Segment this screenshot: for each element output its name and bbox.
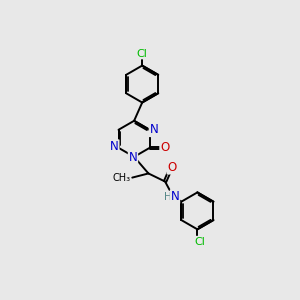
Text: H: H	[164, 191, 172, 202]
Text: Cl: Cl	[194, 237, 205, 247]
Text: N: N	[129, 152, 137, 164]
Text: N: N	[149, 123, 158, 136]
Text: CH₃: CH₃	[112, 172, 130, 183]
Text: N: N	[110, 140, 119, 153]
Text: N: N	[171, 190, 179, 203]
Text: O: O	[160, 141, 170, 154]
Text: O: O	[167, 161, 177, 174]
Text: Cl: Cl	[137, 49, 148, 58]
